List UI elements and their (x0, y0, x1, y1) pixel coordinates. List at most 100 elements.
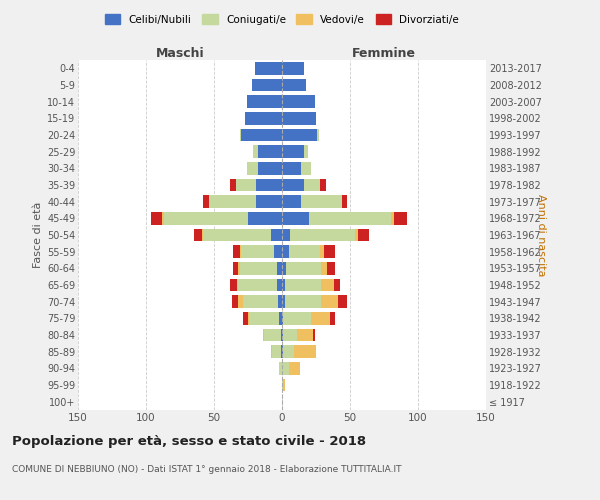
Bar (281, 329, 282, 341)
Bar (238, 296, 242, 308)
Bar (297, 329, 313, 341)
Legend: Celibi/Nubili, Coniugati/e, Vedovi/e, Divorziati/e: Celibi/Nubili, Coniugati/e, Vedovi/e, Di… (101, 10, 463, 29)
Bar (286, 262, 322, 274)
Bar (279, 362, 282, 374)
Bar (309, 212, 391, 224)
Bar (163, 212, 164, 224)
Bar (202, 229, 203, 241)
Bar (294, 346, 316, 358)
Bar (394, 212, 407, 224)
Bar (255, 62, 282, 74)
Bar (289, 246, 320, 258)
Bar (232, 296, 238, 308)
Y-axis label: Fasce di età: Fasce di età (32, 202, 43, 268)
Bar (304, 179, 320, 192)
Bar (282, 196, 301, 208)
Bar (247, 162, 257, 174)
Bar (240, 262, 277, 274)
Text: Popolazione per età, sesso e stato civile - 2018: Popolazione per età, sesso e stato civil… (12, 435, 366, 448)
Bar (230, 279, 237, 291)
Bar (242, 296, 278, 308)
Bar (282, 62, 304, 74)
Bar (241, 246, 274, 258)
Bar (322, 279, 334, 291)
Bar (320, 179, 326, 192)
Bar (329, 312, 335, 324)
Y-axis label: Anni di nascita: Anni di nascita (536, 194, 546, 276)
Bar (282, 329, 283, 341)
Bar (238, 279, 277, 291)
Bar (209, 196, 256, 208)
Bar (241, 129, 282, 141)
Bar (282, 96, 314, 108)
Bar (317, 129, 319, 141)
Bar (256, 196, 282, 208)
Bar (301, 196, 342, 208)
Bar (285, 279, 322, 291)
Bar (304, 146, 308, 158)
Bar (194, 229, 202, 241)
Bar (324, 246, 335, 258)
Bar (282, 279, 285, 291)
Bar (203, 196, 209, 208)
Bar (283, 312, 311, 324)
Bar (282, 312, 283, 324)
Bar (282, 296, 285, 308)
Bar (281, 346, 282, 358)
Bar (233, 246, 240, 258)
Bar (230, 179, 236, 192)
Bar (242, 312, 248, 324)
Bar (322, 262, 327, 274)
Bar (236, 179, 256, 192)
Bar (282, 79, 307, 92)
Bar (289, 362, 299, 374)
Bar (247, 96, 282, 108)
Bar (283, 329, 297, 341)
Bar (278, 296, 282, 308)
Bar (279, 312, 282, 324)
Text: Femmine: Femmine (352, 47, 416, 60)
Bar (203, 229, 271, 241)
Bar (301, 162, 311, 174)
Bar (240, 129, 241, 141)
Text: Maschi: Maschi (155, 47, 205, 60)
Bar (327, 262, 335, 274)
Bar (245, 112, 282, 124)
Bar (263, 329, 265, 341)
Bar (248, 212, 282, 224)
Bar (282, 262, 286, 274)
Bar (311, 312, 329, 324)
Bar (240, 246, 241, 258)
Bar (252, 79, 282, 92)
Bar (237, 279, 238, 291)
Bar (272, 346, 281, 358)
Bar (265, 329, 281, 341)
Bar (282, 379, 283, 391)
Bar (282, 146, 304, 158)
Bar (283, 379, 285, 391)
Bar (250, 312, 279, 324)
Bar (282, 346, 283, 358)
Bar (256, 179, 282, 192)
Bar (257, 162, 282, 174)
Bar (282, 229, 290, 241)
Bar (391, 212, 394, 224)
Bar (338, 296, 347, 308)
Bar (313, 329, 314, 341)
Bar (253, 146, 257, 158)
Bar (282, 179, 304, 192)
Bar (358, 229, 369, 241)
Bar (282, 246, 289, 258)
Bar (282, 129, 317, 141)
Bar (342, 196, 347, 208)
Bar (322, 296, 338, 308)
Bar (282, 162, 301, 174)
Bar (274, 246, 282, 258)
Bar (164, 212, 248, 224)
Bar (271, 346, 272, 358)
Bar (151, 212, 163, 224)
Bar (320, 246, 324, 258)
Bar (334, 279, 340, 291)
Bar (257, 146, 282, 158)
Bar (277, 262, 282, 274)
